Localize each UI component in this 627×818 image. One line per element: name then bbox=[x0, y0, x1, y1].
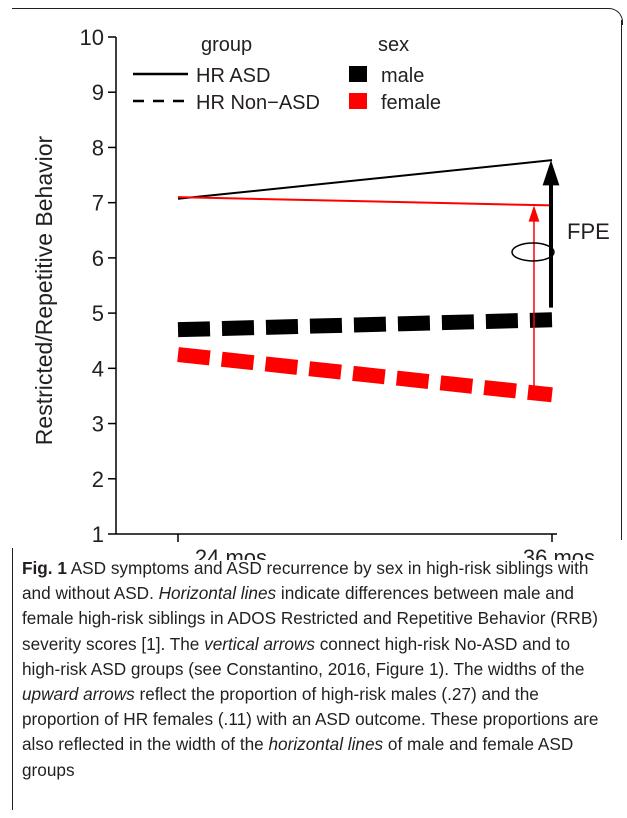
caption-emphasis: Horizontal lines bbox=[158, 583, 277, 604]
figure-label: Fig. 1 bbox=[22, 558, 67, 578]
legend-sex-label: female bbox=[381, 92, 441, 114]
y-tick-label: 6 bbox=[92, 246, 104, 271]
arrow-head-male bbox=[542, 160, 560, 186]
fpe-annotation: FPE bbox=[567, 219, 610, 244]
chart-arrows: FPE bbox=[511, 160, 610, 388]
series-line-3 bbox=[177, 347, 553, 403]
caption-text: ASD symptoms and ASD recurrence by sex i… bbox=[22, 558, 598, 780]
arrow-head-female bbox=[528, 205, 540, 222]
y-tick-label: 3 bbox=[92, 412, 104, 437]
caption-segment: indicate differences between male and fe… bbox=[22, 583, 599, 654]
y-tick-label: 9 bbox=[92, 80, 104, 105]
y-tick-label: 10 bbox=[80, 25, 104, 50]
legend-group-title: group bbox=[201, 34, 252, 56]
legend-sex-title: sex bbox=[378, 34, 409, 56]
y-tick-label: 2 bbox=[92, 467, 104, 492]
legend-group-label: HR Non−ASD bbox=[196, 92, 320, 114]
figure-frame-right bbox=[621, 20, 622, 540]
series-line-1 bbox=[177, 196, 553, 207]
caption-segment: connect high-risk No-ASD and to high-ris… bbox=[22, 633, 585, 679]
caption-segment: reflect the proportion of high-risk male… bbox=[22, 684, 599, 755]
legend-sex-swatch-female bbox=[349, 93, 367, 109]
legend-group-label: HR ASD bbox=[196, 65, 270, 87]
y-tick-label: 5 bbox=[92, 301, 104, 326]
y-tick-label: 1 bbox=[92, 522, 104, 547]
legend-sex-swatch-male bbox=[349, 66, 367, 82]
y-tick-label: 8 bbox=[92, 135, 104, 160]
caption-emphasis: upward arrows bbox=[22, 684, 135, 705]
line-chart: 1 2 3 4 5 6 7 8 9 10 24 mos. 36 mos. Restricted/Repe… bbox=[31, 25, 610, 560]
fpe-ellipse bbox=[511, 242, 555, 262]
y-axis-label: Restricted/Repetitive Behavior bbox=[31, 135, 57, 445]
chart-series bbox=[177, 159, 553, 403]
figure-caption: Fig. 1 ASD symptoms and ASD recurrence b… bbox=[22, 556, 607, 783]
figure-frame-left bbox=[12, 548, 13, 810]
x-tick-label: 24 mos. bbox=[195, 545, 273, 560]
caption-emphasis: horizontal lines bbox=[268, 734, 384, 755]
caption-emphasis: vertical arrows bbox=[204, 633, 315, 654]
y-tick-label: 7 bbox=[92, 191, 104, 216]
y-tick-label: 4 bbox=[92, 356, 104, 381]
caption-segment: ASD symptoms and ASD recurrence by sex i… bbox=[22, 558, 589, 604]
x-tick-label: 36 mos. bbox=[523, 545, 601, 560]
series-line-0 bbox=[177, 159, 553, 200]
legend-sex-label: male bbox=[381, 65, 424, 87]
series-line-2 bbox=[177, 312, 553, 338]
chart-legend: group sex HR ASD HR Non−ASD male female bbox=[133, 34, 441, 114]
chart-axes: 1 2 3 4 5 6 7 8 9 10 24 mos. 36 mos. Restricted/Repe… bbox=[31, 25, 601, 560]
caption-segment: of male and female ASD groups bbox=[22, 734, 574, 780]
